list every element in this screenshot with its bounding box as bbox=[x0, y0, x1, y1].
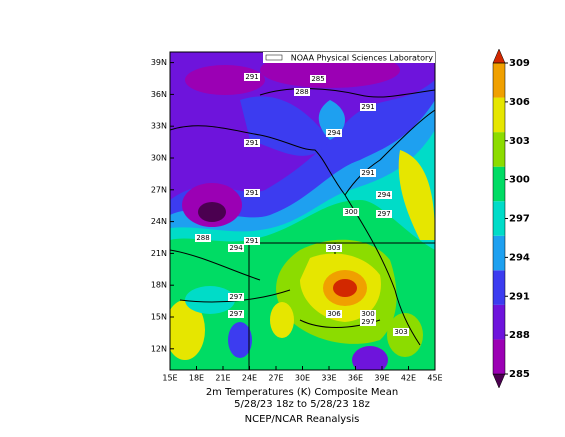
contour-label: 285 bbox=[311, 75, 324, 83]
contour-label: 303 bbox=[327, 244, 340, 252]
y-tick-label: 12N bbox=[151, 344, 167, 353]
y-tick-label: 39N bbox=[151, 58, 167, 67]
colorbar-tick-label: 294 bbox=[509, 252, 530, 263]
x-tick-label: 15E bbox=[162, 374, 177, 383]
y-tick-label: 18N bbox=[151, 281, 167, 290]
contour-label: 306 bbox=[327, 310, 341, 318]
contour-label: 300 bbox=[344, 208, 357, 216]
y-tick-label: 36N bbox=[151, 90, 167, 99]
contour-label-box bbox=[244, 139, 260, 147]
contour-label: 291 bbox=[245, 237, 258, 245]
dynamic: 15E 18E 21E 24E 27E 30E 33E 36E 39E 42E 45E 12N 15N 1… bbox=[151, 48, 530, 389]
y-tick-label: 30N bbox=[151, 154, 167, 163]
caption-line: 5/28/23 18z to 5/28/23 18z bbox=[234, 399, 370, 410]
contour-label: 291 bbox=[245, 139, 258, 147]
contour-label-box bbox=[228, 293, 244, 301]
x-tick-label: 45E bbox=[427, 374, 442, 383]
contour-label-box bbox=[195, 234, 211, 242]
contour-label: 300 bbox=[361, 310, 374, 318]
contour-label-box bbox=[326, 310, 342, 318]
colorbar-tick-label: 306 bbox=[509, 97, 530, 108]
contour-label: 288 bbox=[196, 234, 209, 242]
banner: NOAA Physical Sciences Laboratory bbox=[291, 54, 434, 63]
contour-label-box bbox=[343, 208, 359, 216]
colorbar-band bbox=[493, 132, 505, 167]
contour-label: 294 bbox=[229, 244, 243, 252]
caption-line: 2m Temperatures (K) Composite Mean bbox=[206, 387, 398, 398]
x-tick-label: 24E bbox=[242, 374, 257, 383]
x-tick-label: 30E bbox=[295, 374, 310, 383]
colorbar-tick-label: 291 bbox=[509, 291, 530, 302]
x-tick-label: 33E bbox=[321, 374, 336, 383]
contour-label-box bbox=[360, 318, 376, 326]
y-tick-label: 24N bbox=[151, 217, 167, 226]
y-tick-label: 27N bbox=[151, 185, 167, 194]
contour-label-box bbox=[228, 310, 244, 318]
colorbar-tip bbox=[492, 48, 506, 64]
temperature-field bbox=[170, 52, 435, 370]
contour-label: 297 bbox=[229, 310, 242, 318]
x-tick-label: 21E bbox=[215, 374, 230, 383]
contour-label-box bbox=[310, 75, 326, 83]
contour-label-box bbox=[244, 189, 260, 197]
contour-label-box bbox=[326, 244, 342, 252]
colorbar-band bbox=[493, 270, 505, 305]
colorbar-tick-label: 303 bbox=[509, 136, 530, 147]
banner-box bbox=[263, 52, 435, 63]
contour-label-box bbox=[360, 310, 376, 318]
contour-label: 303 bbox=[394, 328, 407, 336]
contour-label: 297 bbox=[229, 293, 242, 301]
colorbar-tick-label: 288 bbox=[509, 330, 530, 341]
contour-label-box bbox=[393, 328, 409, 336]
colorbar-band bbox=[493, 63, 505, 98]
contour-label: 291 bbox=[361, 169, 374, 177]
x-tick-label: 42E bbox=[401, 374, 416, 383]
x-tick-label: 18E bbox=[189, 374, 204, 383]
colorbar-tick-label: 309 bbox=[509, 58, 530, 69]
contour-label-box bbox=[360, 103, 376, 111]
colorbar-band bbox=[493, 201, 505, 236]
colorbar-tick-label: 300 bbox=[509, 175, 530, 186]
colorbar-band bbox=[493, 339, 505, 374]
colorbar-band bbox=[493, 166, 505, 202]
colorbar-band bbox=[493, 235, 505, 271]
contour-label: 297 bbox=[361, 318, 374, 326]
colorbar-band bbox=[493, 97, 505, 133]
contour-label-box bbox=[228, 244, 244, 252]
colorbar-tick-label: 285 bbox=[509, 369, 530, 380]
contour-label-box bbox=[294, 88, 310, 96]
colorbar-band bbox=[493, 304, 505, 340]
colorbar-tip bbox=[492, 373, 506, 389]
y-tick-label: 21N bbox=[151, 249, 167, 258]
contour-label: 288 bbox=[295, 88, 308, 96]
contour-label: 297 bbox=[377, 210, 390, 218]
y-tick-label: 15N bbox=[151, 313, 167, 322]
contour-label-box bbox=[376, 191, 392, 199]
y-tick-label: 33N bbox=[151, 122, 167, 131]
contour-label-box bbox=[326, 129, 342, 137]
contour-label-box bbox=[376, 210, 392, 218]
contour-label-box bbox=[244, 73, 260, 81]
caption-line: NCEP/NCAR Reanalysis bbox=[245, 414, 360, 425]
x-tick-label: 27E bbox=[268, 374, 283, 383]
contour-label: 294 bbox=[327, 129, 341, 137]
contour-label-box bbox=[360, 169, 376, 177]
banner-logo bbox=[265, 54, 283, 61]
contour-label: 291 bbox=[245, 73, 258, 81]
contour-label: 291 bbox=[245, 189, 258, 197]
x-tick-label: 36E bbox=[348, 374, 363, 383]
x-tick-label: 39E bbox=[374, 374, 389, 383]
contour-label: 291 bbox=[361, 103, 374, 111]
contour-label-box bbox=[244, 237, 260, 245]
contour-label: 294 bbox=[377, 191, 391, 199]
colorbar-tick-label: 297 bbox=[509, 214, 530, 225]
